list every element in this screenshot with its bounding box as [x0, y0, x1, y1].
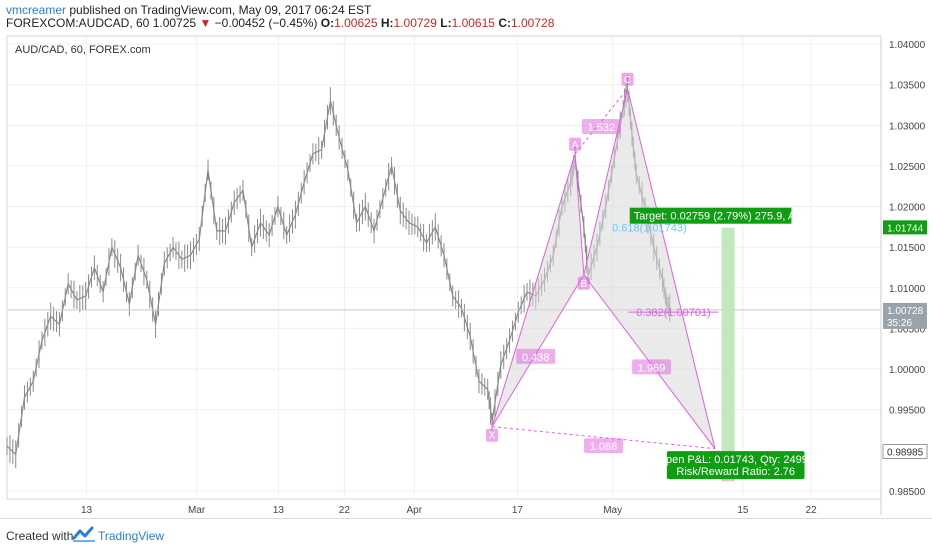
low-value: 1.00615 — [452, 16, 495, 30]
target-label: Target: 0.02759 (2.79%) 275.9, Amount: 1… — [634, 211, 857, 223]
author-link[interactable]: vmcreamer — [6, 3, 66, 17]
down-arrow-icon: ▼ — [199, 16, 211, 30]
open-value: 1.00625 — [334, 16, 377, 30]
target-zone — [721, 228, 734, 451]
ratio-label: 1.532 — [588, 122, 616, 134]
published-text: published on TradingView.com, May 09, 20… — [69, 3, 371, 17]
x-tick-label: 15 — [737, 505, 749, 515]
y-tick-label: 0.99500 — [889, 406, 926, 417]
pattern-point-label: C — [624, 75, 631, 86]
y-tick-label: 1.04000 — [889, 40, 926, 51]
price-chart[interactable]: 1.04000 1.03500 1.03000 1.02500 1.02000 1.015… — [3, 33, 929, 515]
x-tick-label: Mar — [188, 505, 206, 515]
high-value: 1.00729 — [394, 16, 437, 30]
x-tick-label: 22 — [339, 505, 351, 515]
high-label: H: — [381, 16, 394, 30]
chart-title: AUD/CAD, 60, FOREX.com — [15, 44, 151, 56]
last-price: 1.00725 — [153, 16, 196, 30]
close-label: C: — [498, 16, 511, 30]
footer: Created with TradingView — [0, 518, 932, 551]
pattern-point-label: A — [572, 140, 579, 151]
chart-header: vmcreamer published on TradingView.com, … — [0, 0, 932, 30]
close-value: 1.00728 — [511, 16, 554, 30]
publish-line: vmcreamer published on TradingView.com, … — [6, 3, 371, 17]
pattern-point-label: B — [581, 279, 588, 290]
ratio-label: 0.438 — [522, 352, 550, 364]
price-tag-label: 0.98985 — [887, 447, 924, 458]
tradingview-brand[interactable]: TradingView — [98, 529, 164, 543]
price-tag-label: 35:26 — [887, 318, 912, 329]
y-tick-label: 1.03500 — [889, 81, 926, 92]
created-with-text: Created with — [6, 529, 73, 543]
y-tick-label: 1.00000 — [889, 365, 926, 376]
tradingview-logo-icon — [72, 525, 96, 543]
chart-area[interactable]: 1.04000 1.03500 1.03000 1.02500 1.02000 1.015… — [3, 33, 929, 515]
level-label: 0.382(1.00701) — [636, 307, 711, 319]
y-tick-label: 1.01500 — [889, 243, 926, 254]
y-tick-label: 1.02500 — [889, 162, 926, 173]
y-tick-label: 0.98500 — [889, 487, 926, 498]
pattern-point-label: X — [489, 431, 496, 442]
risk-reward-label: Risk/Reward Ratio: 2.76 — [676, 466, 795, 478]
ohlc-line: FOREXCOM:AUDCAD, 60 1.00725 ▼ −0.00452 (… — [6, 16, 554, 30]
change-value: −0.00452 (−0.45%) — [215, 16, 318, 30]
x-tick-label: 13 — [81, 505, 93, 515]
ratio-label: 1.969 — [638, 362, 666, 374]
y-tick-label: 1.02000 — [889, 203, 926, 214]
x-tick-label: 22 — [806, 505, 818, 515]
price-tag-label: 1.01744 — [887, 223, 924, 234]
x-tick-label: 13 — [273, 505, 285, 515]
y-tick-label: 1.01000 — [889, 284, 926, 295]
y-tick-label: 1.03000 — [889, 121, 926, 132]
open-label: O: — [321, 16, 334, 30]
x-tick-label: 17 — [512, 505, 524, 515]
low-label: L: — [440, 16, 451, 30]
pnl-label: Open P&L: 0.01743, Qty: 24999 — [657, 454, 814, 466]
symbol-label: FOREXCOM:AUDCAD, 60 — [6, 16, 149, 30]
x-tick-label: May — [603, 505, 622, 515]
level-label: 0.618(1.01743) — [612, 223, 687, 235]
x-tick-label: Apr — [407, 505, 423, 515]
ratio-label: 1.088 — [590, 441, 618, 453]
